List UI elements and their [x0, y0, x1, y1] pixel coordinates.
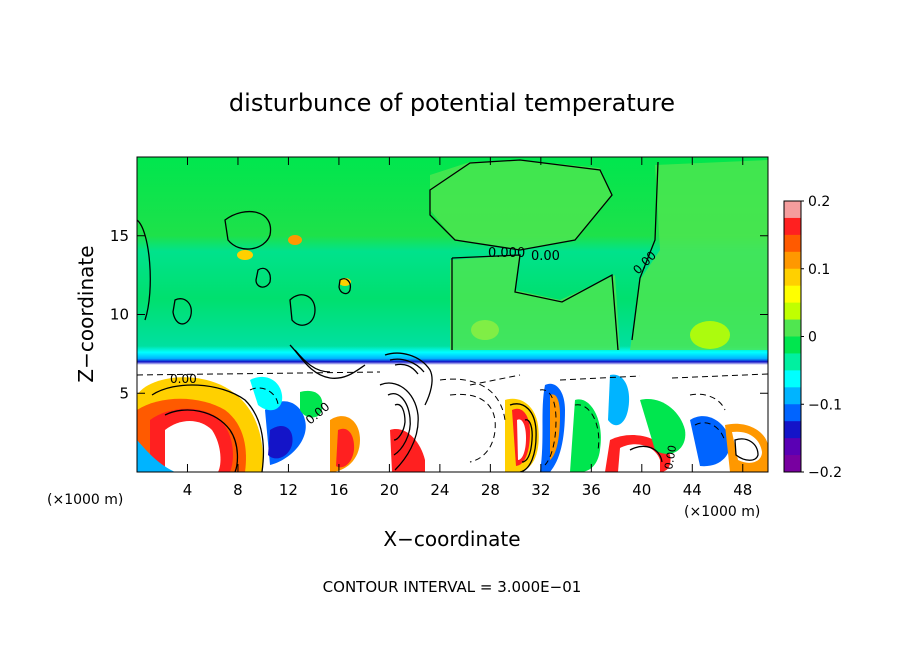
x-tick-label: 16	[329, 481, 348, 499]
colorbar-tick-label: −0.2	[808, 465, 842, 481]
colorbar-tick-label: 0.2	[808, 194, 830, 210]
x-tick-label: 32	[531, 481, 550, 499]
colorbar-tick-label: 0.1	[808, 262, 830, 278]
contour-label-2: 0.00	[531, 249, 560, 264]
x-tick-label: 28	[481, 481, 500, 499]
colorbar-tick-label: 0	[808, 330, 817, 346]
chart-title: disturbunce of potential temperature	[229, 89, 675, 117]
colorbar	[783, 200, 802, 473]
colorbar-swatch	[784, 421, 801, 439]
colorbar-swatch	[784, 455, 801, 473]
colorbar-tick-label: −0.1	[808, 397, 842, 413]
colorbar-swatch	[784, 285, 801, 304]
x-tick-label: 40	[632, 481, 651, 499]
colorbar-swatch	[784, 438, 801, 456]
x-axis-label: X−coordinate	[383, 527, 520, 551]
contour-label-0: 0.00	[170, 372, 197, 386]
x-unit-left: (×1000 m)	[47, 492, 123, 508]
y-tick-label: 10	[110, 306, 129, 324]
y-axis-ticks: 5 10 15	[110, 227, 768, 402]
x-tick-label: 24	[430, 481, 449, 499]
colorbar-swatch	[784, 217, 801, 236]
x-tick-label: 44	[683, 481, 702, 499]
y-axis-label: Z−coordinate	[74, 245, 98, 382]
colorbar-swatch	[784, 201, 801, 219]
x-tick-label: 8	[233, 481, 243, 499]
x-tick-label: 12	[279, 481, 298, 499]
colorbar-swatch	[784, 387, 801, 405]
colorbar-swatch	[784, 268, 801, 287]
x-axis-ticks: 4 8 12 16 20 24 28 32 36 40 44 48	[183, 157, 752, 499]
contour-label-5: 0.00	[662, 444, 679, 470]
contour-label-1: 0.000	[488, 246, 525, 261]
colorbar-swatch	[784, 370, 801, 388]
y-tick-label: 5	[119, 384, 129, 402]
colorbar-swatch	[784, 319, 801, 337]
colorbar-swatch	[784, 302, 801, 321]
contour-interval-note: CONTOUR INTERVAL = 3.000E−01	[323, 578, 582, 596]
x-unit-right: (×1000 m)	[684, 504, 760, 520]
x-tick-label: 36	[582, 481, 601, 499]
colorbar-ticks: 0.2 0.1 0 −0.1 −0.2	[801, 194, 842, 481]
colorbar-swatch	[784, 404, 801, 422]
y-tick-label: 15	[110, 227, 129, 245]
colorbar-swatch	[784, 336, 801, 354]
heatmap-field: 0.00 0.000 0.00 0.00 0.00 0.00	[137, 157, 768, 472]
x-tick-label: 20	[380, 481, 399, 499]
colorbar-swatch	[784, 353, 801, 371]
x-tick-label: 48	[733, 481, 752, 499]
colorbar-swatch	[784, 234, 801, 253]
x-tick-label: 4	[183, 481, 193, 499]
colorbar-swatch	[784, 251, 801, 270]
